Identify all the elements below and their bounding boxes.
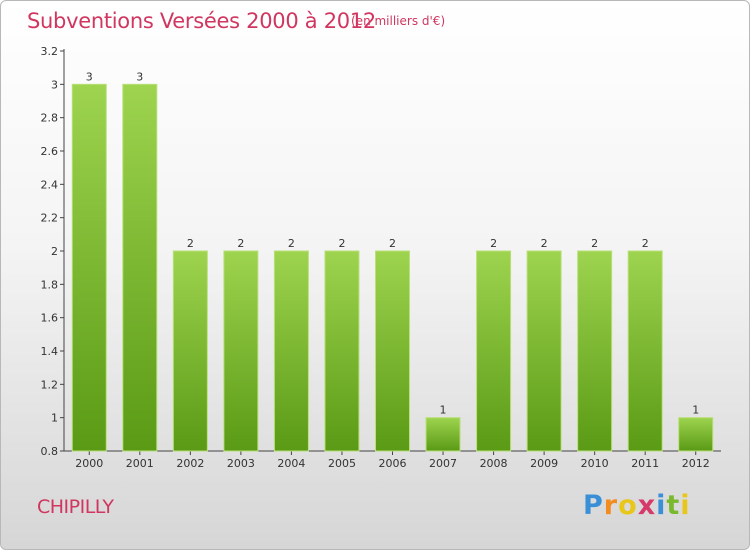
brand-letter: o [618, 490, 638, 521]
bar [678, 417, 714, 452]
y-tick-label: 1.8 [41, 278, 59, 291]
brand-letter: i [680, 490, 691, 521]
bar-value-label: 2 [642, 237, 649, 250]
bar-value-label: 2 [541, 237, 548, 250]
y-tick-label: 2.8 [41, 112, 59, 125]
y-tick-label: 2 [51, 245, 58, 258]
bar [425, 417, 461, 452]
x-tick-label: 2009 [530, 457, 558, 470]
y-tick-label: 1.2 [41, 378, 59, 391]
x-tick-label: 2005 [328, 457, 356, 470]
bar-value-label: 2 [187, 237, 194, 250]
bar-value-label: 3 [86, 70, 93, 83]
x-tick-label: 2011 [631, 457, 659, 470]
bar [577, 250, 613, 452]
bar [526, 250, 562, 452]
y-tick-label: 3 [51, 78, 58, 91]
bar [375, 250, 410, 452]
bar-value-label: 2 [490, 237, 497, 250]
brand-logo[interactable]: Proxiti [583, 490, 691, 521]
y-tick-label: 1.6 [41, 312, 59, 325]
x-tick-label: 2001 [126, 457, 154, 470]
brand-letter: x [637, 490, 657, 521]
y-tick-label: 2.2 [41, 212, 59, 225]
bar [122, 83, 158, 452]
bar-value-label: 2 [591, 237, 598, 250]
bar-value-label: 2 [237, 237, 244, 250]
chart-title: Subventions Versées 2000 à 2012 [27, 9, 376, 33]
bar-value-label: 2 [389, 237, 396, 250]
bar [223, 250, 259, 452]
y-tick-label: 2.6 [41, 145, 59, 158]
x-tick-label: 2003 [227, 457, 255, 470]
brand-letter: t [666, 490, 681, 521]
bar-value-label: 1 [692, 404, 699, 417]
bar-value-label: 3 [136, 70, 143, 83]
bar [324, 250, 360, 452]
x-tick-label: 2012 [682, 457, 710, 470]
x-tick-label: 2000 [75, 457, 103, 470]
bar [172, 250, 208, 452]
y-tick-label: 1 [51, 412, 58, 425]
brand-letter: i [656, 490, 667, 521]
bar [71, 83, 107, 452]
brand-letter: r [603, 490, 619, 521]
y-tick-label: 1.4 [41, 345, 59, 358]
bar [627, 250, 663, 452]
y-tick-label: 2.4 [41, 178, 59, 191]
bar-value-label: 2 [338, 237, 345, 250]
chart-unit: (en milliers d'€) [351, 14, 446, 28]
x-tick-label: 2006 [379, 457, 407, 470]
bar [273, 250, 309, 452]
bar-value-label: 1 [440, 404, 447, 417]
y-tick-label: 3.2 [41, 45, 59, 58]
x-tick-label: 2007 [429, 457, 457, 470]
x-tick-label: 2010 [581, 457, 609, 470]
x-tick-label: 2008 [480, 457, 508, 470]
commune-name: CHIPILLY [37, 496, 114, 518]
bar [476, 250, 512, 452]
x-tick-label: 2004 [277, 457, 305, 470]
bar-value-label: 2 [288, 237, 295, 250]
x-tick-label: 2002 [176, 457, 204, 470]
y-tick-label: 0.8 [41, 445, 59, 458]
brand-letter: P [583, 490, 604, 521]
